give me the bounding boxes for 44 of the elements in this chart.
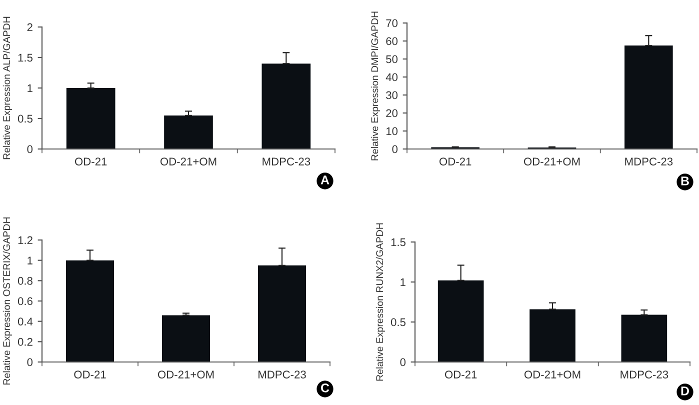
x-tick-label: OD-21+OM [524, 370, 580, 378]
y-axis-title: Relative Expression ALP/GAPDH [2, 16, 12, 160]
y-tick-label: 0.5 [390, 318, 406, 326]
y-tick-label: 30 [386, 91, 398, 100]
y-axis-title: Relative Expression OSTERIX/GAPDH [2, 218, 12, 384]
text: A [320, 176, 330, 184]
x-tick-label: MDPC-23 [258, 370, 306, 378]
x-tick-label: OD-21 [74, 158, 107, 166]
y-tick-label: 1.5 [391, 238, 406, 246]
y-tick-label: 60 [386, 37, 398, 46]
y-tick-label: 2 [27, 23, 32, 32]
y-axis-title: Relative Expression DMPI/GAPDH [370, 12, 380, 160]
y-tick-label: 1 [28, 84, 32, 92]
y-tick-label: 0 [392, 145, 398, 154]
y-tick-label: 40 [386, 73, 398, 82]
x-tick-label: OD-21 [74, 370, 106, 378]
y-tick-label: 0.4 [18, 318, 33, 326]
y-tick-label: 50 [386, 55, 398, 64]
y-tick-label: 0 [400, 358, 406, 366]
y-tick-label: 1 [28, 256, 32, 264]
text: B [681, 176, 689, 186]
y-tick-label: 1.2 [18, 236, 32, 244]
y-tick-label: 1.5 [18, 54, 33, 62]
y-tick-label: 0 [27, 358, 33, 366]
x-tick-label: OD-21+OM [524, 158, 580, 166]
y-tick-label: 0.8 [18, 276, 32, 285]
x-tick-label: OD-21+OM [160, 158, 216, 166]
y-tick-label: 0.2 [18, 338, 32, 346]
x-tick-label: OD-21+OM [158, 370, 214, 378]
y-tick-label: 0.5 [18, 114, 33, 123]
y-tick-label: 0 [27, 145, 33, 154]
y-axis-title: Relative Expression RUNX2/GAPDH [376, 223, 385, 381]
y-tick-label: 1 [400, 278, 406, 286]
x-tick-label: OD-21 [444, 370, 477, 378]
y-tick-label: 20 [386, 109, 398, 118]
text: C [321, 384, 330, 392]
y-tick-label: 0.6 [18, 297, 32, 306]
y-tick-label: 70 [386, 19, 398, 28]
y-tick-label: 10 [386, 127, 398, 136]
text: D [681, 386, 689, 396]
x-tick-label: OD-21 [439, 158, 472, 166]
x-tick-label: MDPC-23 [620, 370, 668, 378]
x-tick-label: MDPC-23 [262, 158, 310, 166]
x-tick-label: MDPC-23 [625, 158, 673, 166]
